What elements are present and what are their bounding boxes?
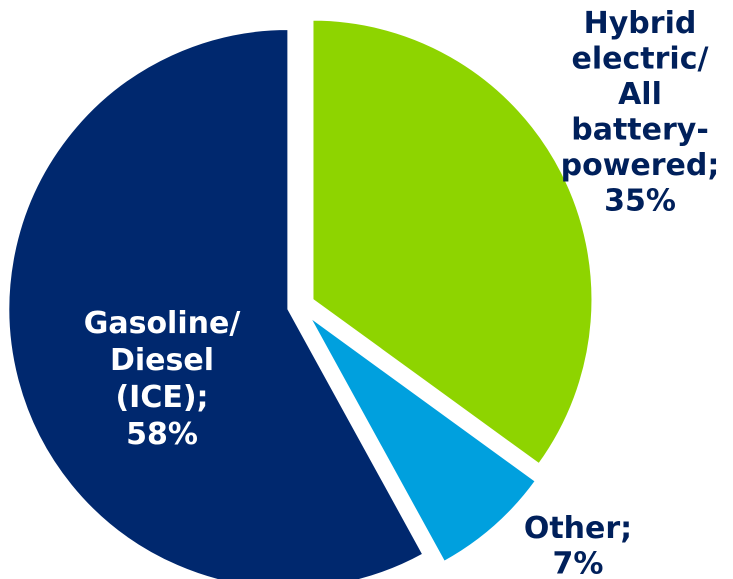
slice-label-line: Diesel — [110, 343, 214, 378]
slice-label-line: Other; — [524, 511, 632, 546]
slice-label-line: All — [618, 77, 662, 112]
slice-label-line: battery- — [571, 113, 709, 148]
slice-label-0: Hybrid electric/All battery-powered; 35% — [561, 6, 720, 219]
pie-slices — [7, 18, 594, 579]
slice-label-line: 58% — [126, 417, 198, 452]
slice-label-line: (ICE); — [115, 380, 208, 415]
slice-label-line: Gasoline/ — [84, 306, 241, 341]
pie-slice-1 — [308, 315, 538, 564]
slice-label-1: Other; 7% — [524, 511, 632, 579]
pie-slice-0 — [311, 18, 594, 466]
slice-label-line: Hybrid — [584, 6, 697, 41]
pie-slice-2 — [7, 27, 425, 579]
slice-label-line: electric/ — [572, 42, 709, 77]
slice-label-line: powered; — [561, 148, 720, 183]
slice-labels: Hybrid electric/All battery-powered; 35% Oth… — [84, 6, 720, 579]
slice-label-line: 7% — [553, 547, 604, 579]
slice-label-line: 35% — [604, 184, 676, 219]
slice-label-2: Gasoline/Diesel (ICE); 58% — [84, 306, 241, 452]
